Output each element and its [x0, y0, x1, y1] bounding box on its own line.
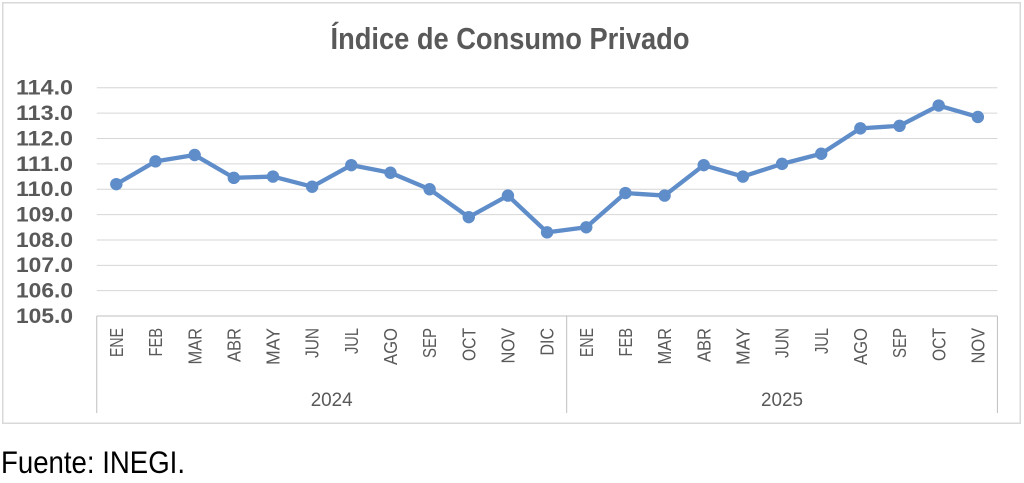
svg-text:2024: 2024 [311, 389, 353, 411]
svg-text:114.0: 114.0 [16, 77, 73, 100]
svg-text:MAR: MAR [655, 328, 675, 365]
svg-text:ENE: ENE [577, 328, 597, 357]
svg-text:OCT: OCT [459, 328, 479, 361]
svg-text:FEB: FEB [616, 328, 636, 357]
svg-text:113.0: 113.0 [16, 102, 73, 125]
svg-text:AGO: AGO [381, 328, 401, 365]
svg-text:Índice de Consumo Privado: Índice de Consumo Privado [331, 21, 690, 56]
svg-text:NOV: NOV [499, 328, 519, 364]
svg-text:JUN: JUN [303, 328, 323, 358]
svg-text:MAR: MAR [185, 328, 205, 365]
svg-text:SEP: SEP [890, 328, 910, 358]
svg-text:MAY: MAY [733, 328, 753, 365]
svg-text:109.0: 109.0 [16, 204, 73, 227]
svg-text:107.0: 107.0 [16, 254, 73, 277]
svg-text:NOV: NOV [968, 328, 988, 364]
svg-text:105.0: 105.0 [16, 305, 73, 328]
svg-text:108.0: 108.0 [16, 229, 73, 252]
svg-text:106.0: 106.0 [16, 280, 73, 303]
svg-text:MAY: MAY [264, 328, 284, 365]
svg-text:112.0: 112.0 [16, 127, 73, 150]
svg-text:SEP: SEP [420, 328, 440, 358]
svg-text:FEB: FEB [146, 328, 166, 357]
svg-text:ABR: ABR [694, 328, 714, 362]
svg-text:Fuente: INEGI.: Fuente: INEGI. [1, 444, 185, 478]
svg-text:OCT: OCT [929, 328, 949, 361]
svg-text:AGO: AGO [851, 328, 871, 365]
svg-text:ENE: ENE [107, 328, 127, 357]
svg-text:JUN: JUN [773, 328, 793, 358]
svg-text:ABR: ABR [224, 328, 244, 362]
svg-text:JUL: JUL [812, 328, 832, 354]
svg-text:DIC: DIC [538, 328, 558, 356]
svg-text:2025: 2025 [761, 389, 803, 411]
svg-text:110.0: 110.0 [16, 178, 73, 201]
svg-text:111.0: 111.0 [16, 153, 73, 176]
svg-text:JUL: JUL [342, 328, 362, 354]
